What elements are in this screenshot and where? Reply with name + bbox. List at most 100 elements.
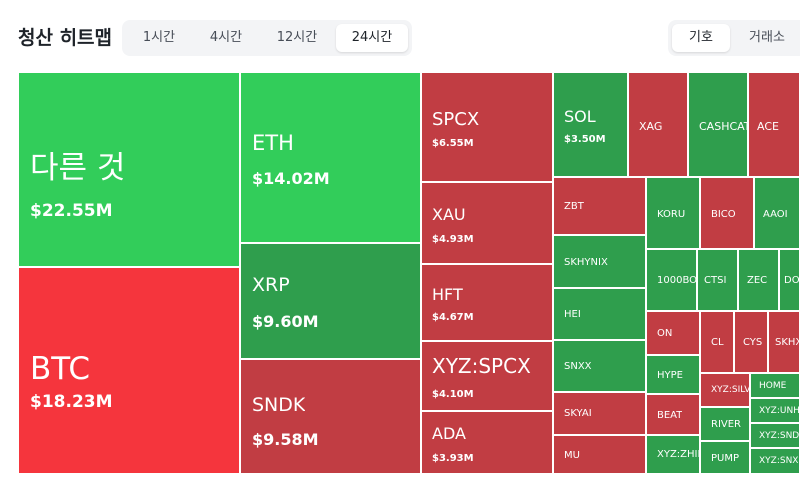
heatmap-cell-koru[interactable]: KORU (646, 177, 700, 249)
heatmap-cell-value: $3.93M (432, 453, 474, 464)
heatmap-cell-beat[interactable]: BEAT (646, 394, 700, 435)
heatmap-cell-zbt[interactable]: ZBT (553, 177, 646, 235)
heatmap-cell-snxx[interactable]: SNXX (553, 340, 646, 392)
heatmap-cell-symbol: SPCX (432, 109, 480, 130)
heatmap-cell-symbol: KORU (657, 209, 686, 220)
heatmap-cell-value: $14.02M (252, 169, 330, 188)
heatmap-cell-btc[interactable]: BTC $18.23M (18, 267, 240, 474)
heatmap-cell-symbol: SNXX (564, 361, 592, 372)
heatmap-cell-hft[interactable]: HFT $4.67M (421, 264, 553, 341)
heatmap-cell-river[interactable]: RIVER (700, 407, 750, 441)
heatmap-cell-symbol: CL (711, 337, 724, 348)
heatmap-cell-spcx[interactable]: SPCX $6.55M (421, 72, 553, 182)
heatmap-cell-sol[interactable]: SOL $3.50M (553, 72, 628, 177)
heatmap-cell-hype[interactable]: HYPE (646, 355, 700, 394)
heatmap-cell-xyz-silver[interactable]: XYZ:SILVER (700, 373, 750, 407)
heatmap-cell-symbol: SOL (564, 107, 596, 126)
heatmap-cell-value: $4.10M (432, 389, 474, 400)
timeframe-1h[interactable]: 1시간 (142, 30, 176, 45)
heatmap-cell-symbol: XYZ:SILVER (711, 385, 749, 395)
heatmap-cell-symbol: XYZ:ZHIPU (657, 449, 699, 460)
heatmap-cell-sndk[interactable]: SNDK $9.58M (240, 359, 421, 474)
heatmap-cell-cys[interactable]: CYS (734, 311, 768, 373)
heatmap-cell-cl[interactable]: CL (700, 311, 734, 373)
heatmap-cell-1000bonk[interactable]: 1000BONK (646, 249, 697, 311)
heatmap-cell-zec[interactable]: ZEC (738, 249, 779, 311)
heatmap-cell-ace[interactable]: ACE (748, 72, 800, 177)
heatmap-cell-symbol: 1000BONK (657, 275, 696, 286)
heatmap-cell-symbol: SKHYNIX (564, 257, 608, 268)
heatmap-cell-value: $22.55M (30, 201, 113, 221)
heatmap-cell-symbol: CASHCAT (699, 120, 747, 133)
heatmap-cell-symbol: XYZ:SNDK (759, 431, 799, 441)
heatmap-cell-symbol: BEAT (657, 410, 683, 421)
liquidation-heatmap: 다른 것 $22.55M BTC $18.23M ETH $14.02M XRP $9.60M… (18, 72, 800, 474)
heatmap-cell-value: $3.50M (564, 134, 606, 145)
heatmap-cell-xag[interactable]: XAG (628, 72, 688, 177)
heatmap-cell-symbol: DOGE (784, 275, 799, 286)
heatmap-cell-on[interactable]: ON (646, 311, 700, 355)
heatmap-cell-xyz-sndk[interactable]: XYZ:SNDK (750, 423, 800, 448)
heatmap-cell-symbol: HOME (759, 381, 787, 391)
heatmap-cell-symbol: HYPE (657, 370, 683, 381)
group-by-exchange[interactable]: 거래소 (749, 30, 785, 45)
heatmap-cell-symbol: MU (564, 450, 580, 461)
heatmap-cell-value: $9.58M (252, 430, 319, 449)
heatmap-cell-skyai[interactable]: SKYAI (553, 392, 646, 435)
heatmap-cell-symbol: PUMP (711, 453, 740, 464)
page-title: 청산 히트맵 (18, 27, 113, 49)
heatmap-cell-xyz-zhipu[interactable]: XYZ:ZHIPU (646, 435, 700, 474)
heatmap-cell-symbol: ETH (252, 131, 294, 155)
heatmap-cell-ada[interactable]: ADA $3.93M (421, 411, 553, 474)
heatmap-cell-ctsi[interactable]: CTSI (697, 249, 738, 311)
heatmap-cell-symbol: SNDK (252, 394, 306, 416)
heatmap-cell-symbol: 다른 것 (30, 151, 126, 186)
heatmap-cell-symbol: XAU (432, 205, 466, 224)
heatmap-cell-symbol: BTC (30, 352, 91, 387)
heatmap-cell-pump[interactable]: PUMP (700, 441, 750, 474)
heatmap-cell-hei[interactable]: HEI (553, 288, 646, 340)
heatmap-cell-symbol: SKYAI (564, 408, 592, 419)
heatmap-cell-symbol: HEI (564, 309, 581, 320)
heatmap-cell-symbol: ZBT (564, 201, 584, 212)
timeframe-12h[interactable]: 12시간 (276, 30, 318, 45)
heatmap-cell-xyz-spcx[interactable]: XYZ:SPCX $4.10M (421, 341, 553, 411)
heatmap-cell-eth[interactable]: ETH $14.02M (240, 72, 421, 243)
timeframe-4h[interactable]: 4시간 (209, 30, 243, 45)
group-by-symbol[interactable]: 기호 (672, 24, 730, 52)
heatmap-cell-symbol: AAOI (763, 209, 788, 220)
heatmap-cell-value: $6.55M (432, 138, 474, 149)
heatmap-cell-value: $18.23M (30, 392, 113, 412)
heatmap-cell-symbol: RIVER (711, 419, 742, 430)
heatmap-cell-home[interactable]: HOME (750, 373, 800, 398)
group-by-selector: 기호 거래소 (668, 20, 800, 56)
heatmap-cell-symbol: XYZ:SNX (759, 456, 799, 466)
heatmap-cell-symbol: XYZ:SPCX (432, 354, 531, 378)
heatmap-cell-doge[interactable]: DOGE (779, 249, 800, 311)
heatmap-cell-bico[interactable]: BICO (700, 177, 754, 249)
heatmap-cell-symbol: XYZ:UNH (759, 406, 799, 416)
heatmap-cell-symbol: CTSI (704, 275, 727, 286)
heatmap-cell-value: $9.60M (252, 312, 319, 331)
heatmap-cell-mu[interactable]: MU (553, 435, 646, 474)
heatmap-cell-symbol: ON (657, 328, 673, 339)
heatmap-cell-symbol: HFT (432, 285, 463, 304)
heatmap-cell-symbol: XAG (639, 120, 663, 133)
heatmap-cell-symbol: ADA (432, 424, 466, 443)
heatmap-cell-xyz-unh[interactable]: XYZ:UNH (750, 398, 800, 423)
heatmap-cell-skhynix[interactable]: SKHYNIX (553, 235, 646, 288)
timeframe-24h[interactable]: 24시간 (336, 24, 408, 52)
heatmap-cell-symbol: BICO (711, 209, 736, 220)
heatmap-cell--[interactable]: 다른 것 $22.55M (18, 72, 240, 267)
heatmap-cell-symbol: ZEC (747, 275, 768, 286)
heatmap-cell-xrp[interactable]: XRP $9.60M (240, 243, 421, 359)
heatmap-cell-xyz-snx[interactable]: XYZ:SNX (750, 448, 800, 474)
heatmap-cell-xau[interactable]: XAU $4.93M (421, 182, 553, 264)
heatmap-cell-value: $4.67M (432, 312, 474, 323)
heatmap-cell-aaoi[interactable]: AAOI (754, 177, 800, 249)
heatmap-cell-symbol: XRP (252, 274, 290, 296)
heatmap-cell-value: $4.93M (432, 234, 474, 245)
heatmap-cell-cashcat[interactable]: CASHCAT (688, 72, 748, 177)
